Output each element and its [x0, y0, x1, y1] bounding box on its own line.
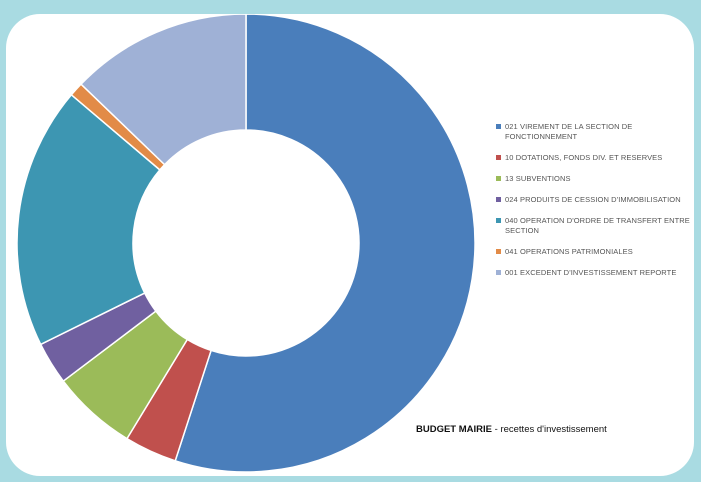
legend-item: 024 PRODUITS DE CESSION D'IMMOBILISATION — [496, 195, 694, 205]
legend-label: 021 VIREMENT DE LA SECTION DE FONCTIONNE… — [505, 122, 633, 141]
legend-swatch — [496, 218, 501, 223]
legend-item: 040 OPERATION D'ORDRE DE TRANSFERT ENTRE… — [496, 216, 694, 236]
chart-title: BUDGET MAIRIE - recettes d'investissemen… — [416, 424, 607, 435]
legend-item: 021 VIREMENT DE LA SECTION DE FONCTIONNE… — [496, 122, 694, 142]
legend-swatch — [496, 124, 501, 129]
chart-title-rest: - recettes d'investissement — [492, 424, 607, 435]
legend-swatch — [496, 176, 501, 181]
legend-item: 13 SUBVENTIONS — [496, 174, 694, 184]
chart-card: 021 VIREMENT DE LA SECTION DE FONCTIONNE… — [6, 14, 694, 476]
donut-slice-6 — [79, 14, 247, 166]
legend-swatch — [496, 249, 501, 254]
legend-item: 041 OPERATIONS PATRIMONIALES — [496, 247, 694, 257]
legend-item: 001 EXCEDENT D'INVESTISSEMENT REPORTE — [496, 268, 694, 278]
legend-label: 13 SUBVENTIONS — [505, 174, 571, 183]
donut-slices — [16, 14, 476, 473]
chart-title-bold: BUDGET MAIRIE — [416, 424, 492, 435]
legend-label: 024 PRODUITS DE CESSION D'IMMOBILISATION — [505, 195, 681, 204]
legend-swatch — [496, 155, 501, 160]
legend-label: 10 DOTATIONS, FONDS DIV. ET RESERVES — [505, 153, 663, 162]
legend-label: 001 EXCEDENT D'INVESTISSEMENT REPORTE — [505, 268, 677, 277]
legend-swatch — [496, 197, 501, 202]
legend-item: 10 DOTATIONS, FONDS DIV. ET RESERVES — [496, 153, 694, 163]
donut-slice-4 — [16, 93, 161, 346]
legend-swatch — [496, 270, 501, 275]
legend-label: 040 OPERATION D'ORDRE DE TRANSFERT ENTRE… — [505, 216, 690, 235]
legend-label: 041 OPERATIONS PATRIMONIALES — [505, 247, 633, 256]
chart-legend: 021 VIREMENT DE LA SECTION DE FONCTIONNE… — [496, 122, 694, 289]
donut-chart — [16, 14, 476, 473]
donut-slice-0 — [174, 14, 476, 473]
